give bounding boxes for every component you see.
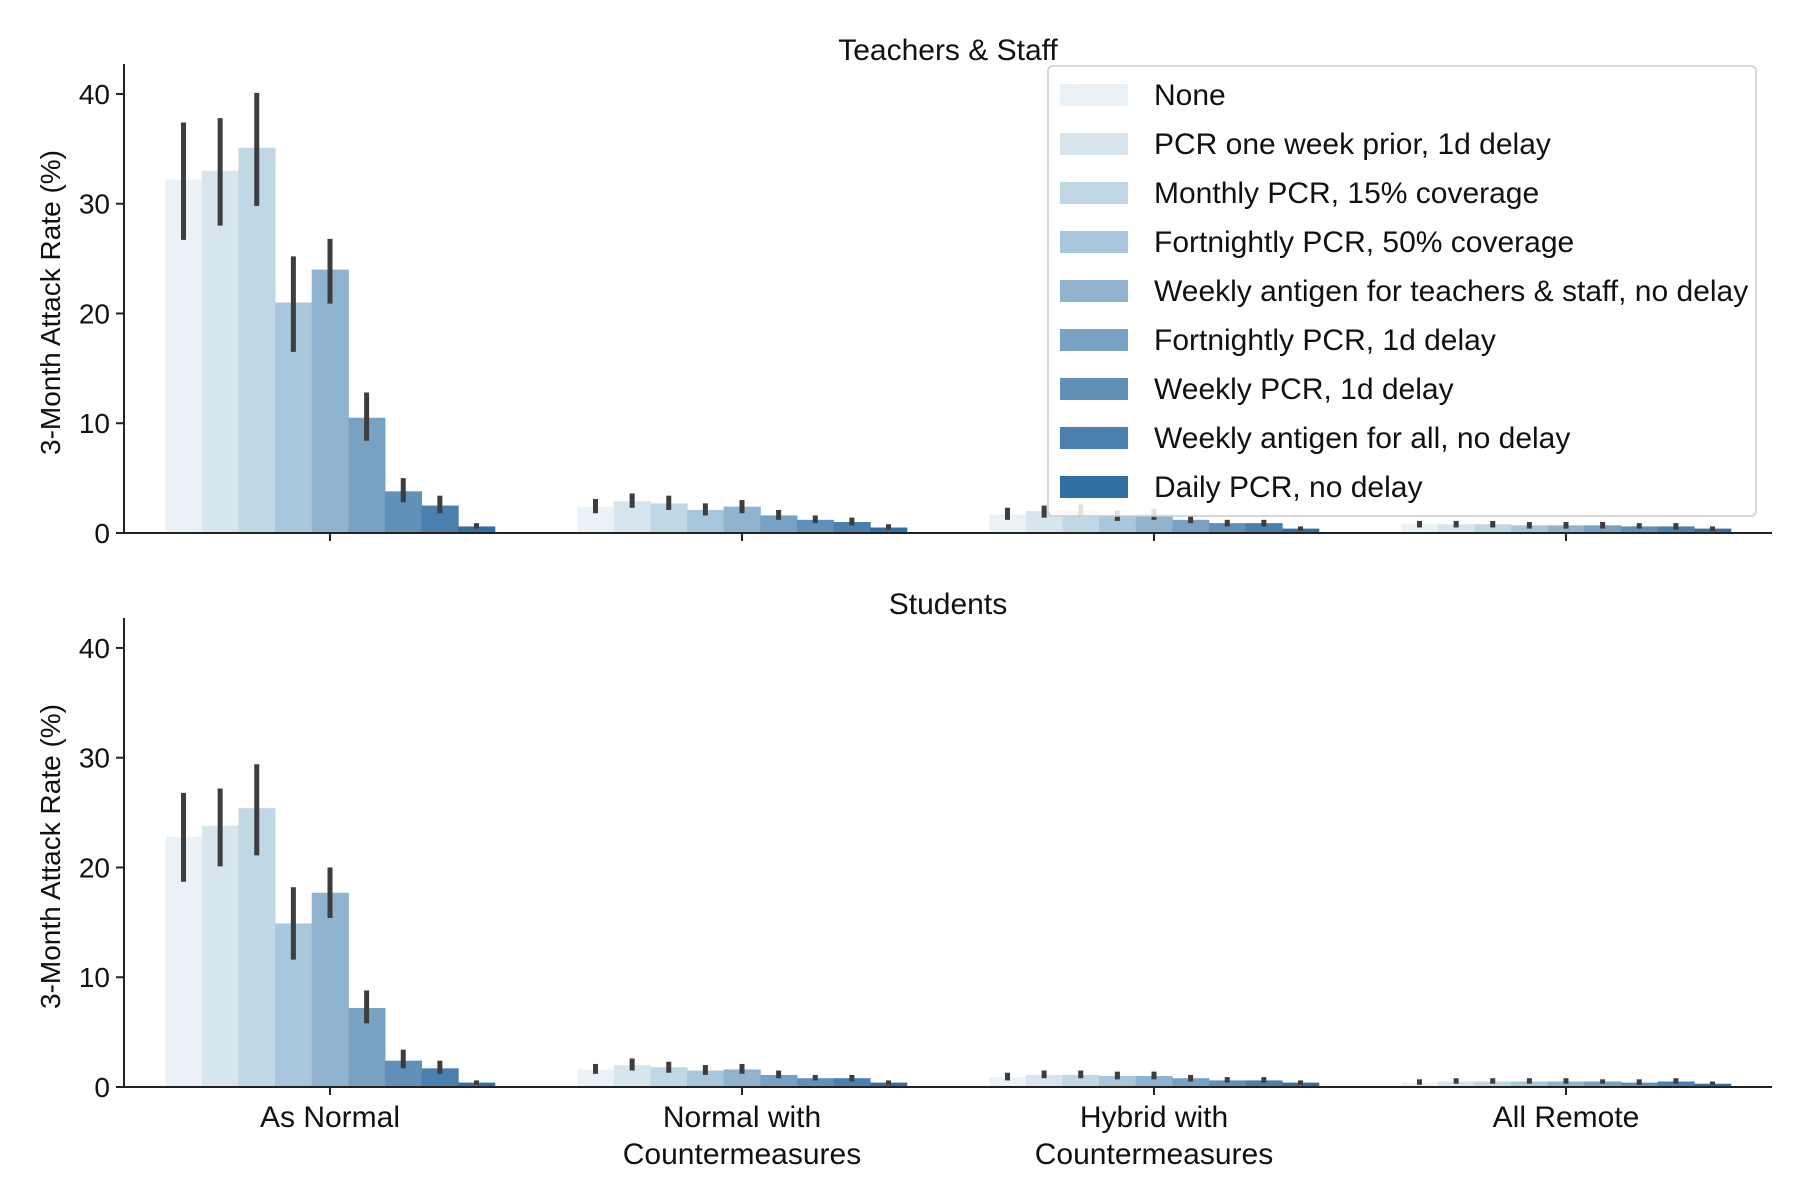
- legend-entry: Fortnightly PCR, 50% coverage: [1154, 226, 1574, 259]
- x-tick-label: As Normal: [260, 1101, 400, 1134]
- bar: [989, 514, 1027, 533]
- bar: [311, 892, 349, 1087]
- x-tick-label: Normal with: [663, 1101, 821, 1134]
- bar: [1099, 515, 1137, 533]
- bar: [760, 1074, 798, 1087]
- bar: [311, 269, 349, 533]
- bar: [1694, 1083, 1732, 1087]
- bar: [1657, 1081, 1695, 1087]
- y-tick-label: 40: [79, 633, 110, 664]
- panel-students: Students 3-Month Attack Rate (%) 0 10 20 30 40…: [35, 588, 1772, 1171]
- bar: [1474, 1081, 1512, 1087]
- y-tick-label: 40: [79, 79, 110, 110]
- bar: [1245, 1080, 1283, 1087]
- panel-teachers-staff: Teachers & Staff 3-Month Attack Rate (%) 0…: [35, 34, 1772, 549]
- bar: [1245, 523, 1283, 533]
- legend-swatch: [1060, 84, 1128, 106]
- bar: [650, 1067, 688, 1087]
- legend: None PCR one week prior, 1d delay Monthly …: [1047, 65, 1757, 517]
- bar: [1511, 1081, 1549, 1087]
- bar: [1172, 519, 1210, 533]
- bar: [1437, 524, 1475, 533]
- legend-swatch: [1060, 378, 1128, 400]
- legend-swatch: [1060, 231, 1128, 253]
- y-tick-label: 30: [79, 743, 110, 774]
- bar: [577, 1069, 615, 1087]
- y-axis-label: 3-Month Attack Rate (%): [35, 150, 66, 455]
- bar: [723, 1069, 761, 1087]
- y-tick-label: 0: [94, 1072, 110, 1103]
- bar: [1584, 525, 1622, 533]
- bar: [1135, 1076, 1173, 1087]
- bar: [796, 1078, 835, 1087]
- legend-entry: Weekly antigen for teachers & staff, no …: [1154, 275, 1748, 308]
- bar: [458, 526, 496, 533]
- legend-swatch: [1060, 329, 1128, 351]
- legend-swatch: [1060, 133, 1128, 155]
- y-tick-label: 10: [79, 962, 110, 993]
- panel-title: Teachers & Staff: [838, 34, 1058, 67]
- bar: [687, 509, 725, 533]
- bar: [760, 515, 798, 533]
- bar: [1099, 1076, 1137, 1087]
- bar: [1584, 1081, 1622, 1087]
- legend-swatch: [1060, 182, 1128, 204]
- bar: [796, 519, 835, 533]
- legend-entry: Monthly PCR, 15% coverage: [1154, 177, 1539, 210]
- bar: [1135, 514, 1173, 533]
- bar: [989, 1077, 1027, 1087]
- bar: [687, 1070, 725, 1087]
- bar: [201, 825, 239, 1087]
- y-tick-label: 20: [79, 298, 110, 329]
- x-tick-label: Countermeasures: [1035, 1138, 1273, 1171]
- legend-swatch: [1060, 427, 1128, 449]
- y-axis-label: 3-Month Attack Rate (%): [35, 704, 66, 1009]
- bar: [1511, 525, 1549, 533]
- y-tick-label: 10: [79, 408, 110, 439]
- legend-entry: None: [1154, 79, 1226, 112]
- legend-swatch: [1060, 280, 1128, 302]
- legend-swatch: [1060, 476, 1128, 498]
- legend-entry: PCR one week prior, 1d delay: [1154, 128, 1551, 161]
- bar: [1474, 524, 1512, 533]
- bar: [238, 147, 276, 533]
- y-tick-label: 30: [79, 189, 110, 220]
- legend-entry: Weekly antigen for all, no delay: [1154, 422, 1570, 455]
- y-tick-label: 0: [94, 518, 110, 549]
- bar: [1208, 523, 1247, 533]
- bar: [1620, 526, 1659, 533]
- legend-frame: [1047, 65, 1757, 517]
- bar: [421, 1068, 459, 1087]
- bar: [1208, 1080, 1247, 1087]
- bar: [1547, 525, 1585, 533]
- x-tick-label: All Remote: [1493, 1101, 1640, 1134]
- panel-title: Students: [889, 588, 1007, 621]
- legend-entry: Daily PCR, no delay: [1154, 471, 1422, 504]
- bar: [1547, 1081, 1585, 1087]
- bar: [1401, 524, 1439, 533]
- y-tick-label: 20: [79, 852, 110, 883]
- bar: [1025, 1074, 1063, 1087]
- bar: [1172, 1078, 1210, 1087]
- bar: [201, 170, 239, 534]
- legend-entry: Fortnightly PCR, 1d delay: [1154, 324, 1496, 357]
- bar: [613, 1065, 651, 1087]
- bar: [870, 527, 908, 533]
- bar: [833, 1078, 871, 1087]
- x-tick-label: Countermeasures: [623, 1138, 861, 1171]
- bar: [1062, 1074, 1100, 1087]
- bar: [1437, 1081, 1475, 1087]
- legend-entry: Weekly PCR, 1d delay: [1154, 373, 1454, 406]
- x-tick-label: Hybrid with: [1080, 1101, 1228, 1134]
- bar: [833, 522, 871, 533]
